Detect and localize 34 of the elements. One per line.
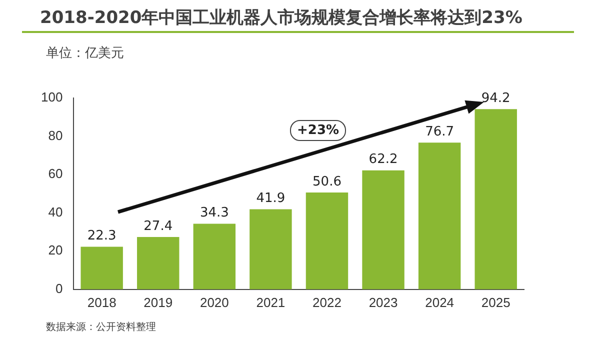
y-tick-label: 20 [48, 242, 63, 258]
data-label: 50.6 [312, 174, 342, 190]
x-tick-label: 2022 [312, 294, 342, 310]
x-tick-label: 2021 [256, 294, 286, 310]
data-label: 94.2 [481, 90, 510, 106]
bar [193, 224, 236, 290]
y-tick-label: 60 [48, 166, 63, 182]
x-tick-label: 2023 [368, 294, 398, 310]
y-tick-label: 40 [48, 204, 63, 220]
y-tick-label: 80 [48, 128, 63, 143]
data-label: 76.7 [425, 124, 454, 140]
data-label: 27.4 [144, 218, 173, 234]
x-tick-label: 2025 [481, 294, 510, 310]
x-tick-label: 2018 [87, 294, 116, 310]
bar [250, 209, 292, 290]
data-label: 41.9 [256, 191, 286, 206]
bar [474, 109, 517, 290]
annotation: +23% [290, 120, 346, 141]
x-tick-label: 2020 [200, 294, 229, 310]
chart-title: 2018-2020年中国工业机器人市场规模复合增长率将达到23% [40, 7, 522, 29]
bar [362, 170, 404, 290]
y-axis-title: 单位：亿美元 [46, 45, 124, 62]
data-label: 34.3 [200, 206, 229, 221]
data-label: 62.2 [368, 152, 398, 168]
bar [80, 246, 123, 290]
bar [137, 236, 180, 290]
x-tick-label: 2019 [144, 294, 173, 310]
bar [306, 192, 348, 290]
bar [418, 142, 461, 290]
data-label: 22.3 [87, 228, 116, 244]
y-tick-label: 100 [40, 90, 63, 105]
y-tick-label: 0 [55, 280, 63, 296]
source-note: 数据来源：公开资料整理 [46, 320, 156, 334]
x-tick-label: 2024 [425, 294, 454, 310]
